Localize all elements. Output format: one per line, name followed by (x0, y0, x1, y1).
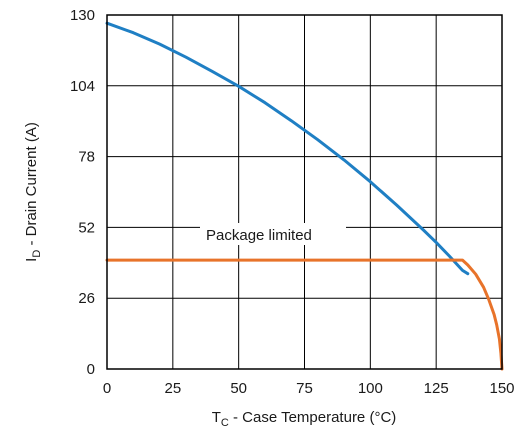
x-tick-label: 125 (424, 380, 449, 397)
x-tick-label: 50 (230, 380, 247, 397)
y-tick-label: 104 (70, 78, 95, 95)
x-tick-label: 100 (358, 380, 383, 397)
x-axis-title: TC - Case Temperature (°C) (212, 409, 397, 429)
series-line-orange (105, 258, 504, 371)
y-tick-label: 52 (78, 219, 95, 236)
y-tick-label: 0 (87, 361, 95, 378)
y-tick-labels: 0 26 52 78 104 130 (70, 7, 95, 378)
y-axis-title: ID - Drain Current (A) (23, 122, 43, 262)
x-tick-labels: 0 25 50 75 100 125 150 (103, 380, 515, 397)
annotation: Package limited (200, 223, 346, 245)
series-line-blue (105, 21, 470, 276)
annotation-background (200, 223, 346, 245)
y-tick-label: 78 (78, 149, 95, 166)
series-layer (105, 21, 504, 371)
plot-frame (106, 14, 503, 370)
x-tick-label: 0 (103, 380, 111, 397)
y-tick-label: 26 (78, 290, 95, 307)
x-tick-label: 150 (489, 380, 514, 397)
y-tick-label: 130 (70, 7, 95, 24)
annotation-package-limited: Package limited (206, 227, 312, 244)
x-tick-label: 25 (164, 380, 181, 397)
x-tick-label: 75 (296, 380, 313, 397)
